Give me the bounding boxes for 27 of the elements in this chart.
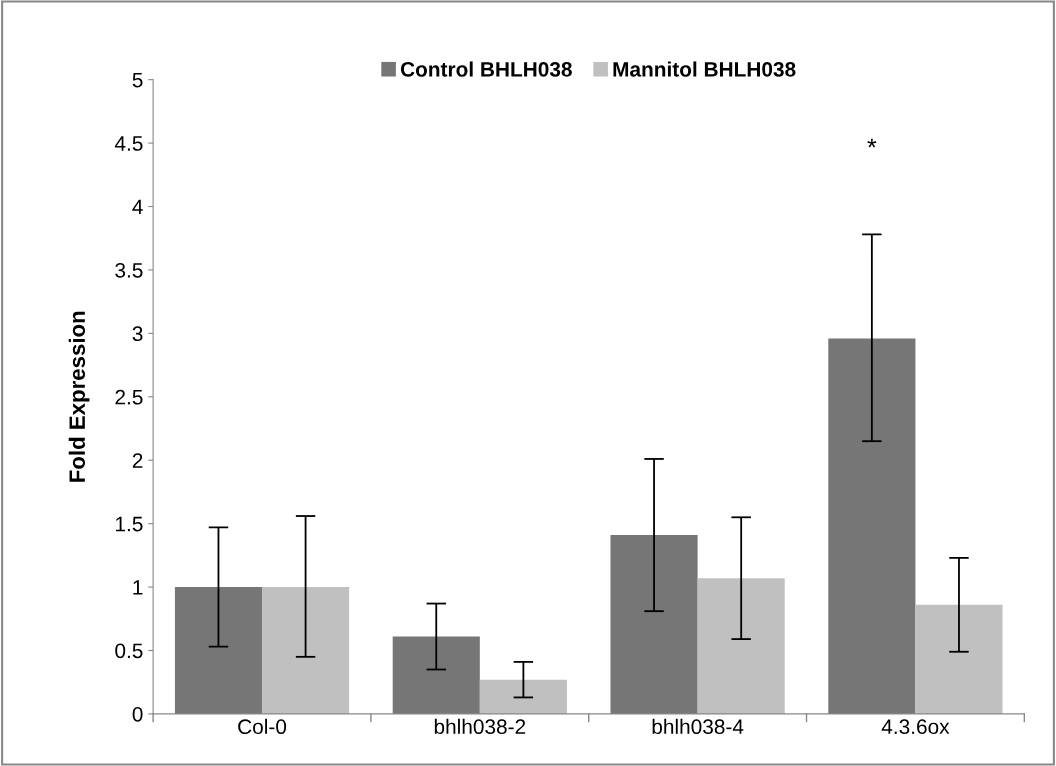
bar xyxy=(915,604,1003,714)
bar xyxy=(262,587,350,714)
x-tick-label: bhlh038-4 xyxy=(652,718,744,735)
x-tick-label: Col-0 xyxy=(238,718,287,735)
bar xyxy=(392,636,480,714)
y-tick-label: 5 xyxy=(132,72,143,88)
bar xyxy=(479,679,567,714)
y-tick-label: 3.5 xyxy=(115,262,143,278)
bar xyxy=(174,587,263,714)
y-tick-label: 3 xyxy=(132,326,143,342)
legend-label: Control BHLH038 xyxy=(400,61,572,77)
legend-label: Mannitol BHLH038 xyxy=(613,61,796,77)
y-tick-label: 4.5 xyxy=(114,136,143,151)
y-tick-label: 2.5 xyxy=(115,389,143,405)
x-tick-label: bhlh038-2 xyxy=(434,718,526,735)
y-tick-label: 4 xyxy=(132,199,143,215)
x-tick-label: 4.3.6ox xyxy=(881,719,950,735)
y-tick-label: 1 xyxy=(133,580,143,595)
bar xyxy=(697,578,785,714)
annotation: * xyxy=(867,138,877,148)
y-tick-label: 0 xyxy=(132,706,143,722)
y-tick-label: 2 xyxy=(132,453,143,468)
y-tick-label: 0.5 xyxy=(115,643,143,659)
y-axis-title: Fold Expression xyxy=(68,311,90,482)
bar xyxy=(828,338,916,714)
bar xyxy=(610,535,698,714)
y-tick-label: 1.5 xyxy=(116,516,143,532)
